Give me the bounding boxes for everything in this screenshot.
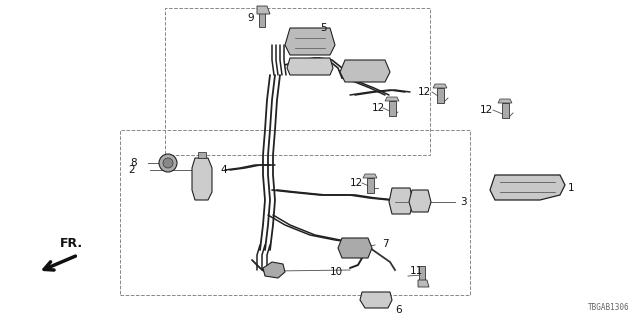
Bar xyxy=(419,266,425,280)
Text: TBGAB1306: TBGAB1306 xyxy=(588,303,630,312)
Polygon shape xyxy=(198,152,206,158)
Bar xyxy=(120,130,470,295)
Polygon shape xyxy=(360,292,392,308)
Text: 9: 9 xyxy=(247,13,253,23)
Bar xyxy=(502,102,509,117)
Text: 1: 1 xyxy=(568,183,575,193)
Circle shape xyxy=(159,154,177,172)
Text: 11: 11 xyxy=(410,266,423,276)
Polygon shape xyxy=(409,190,431,212)
Bar xyxy=(388,100,396,116)
Polygon shape xyxy=(257,6,270,14)
Polygon shape xyxy=(385,97,399,101)
Circle shape xyxy=(163,158,173,168)
Polygon shape xyxy=(263,262,285,278)
Polygon shape xyxy=(287,58,333,75)
Polygon shape xyxy=(363,174,377,178)
Text: 2: 2 xyxy=(128,165,134,175)
Text: FR.: FR. xyxy=(60,237,83,250)
Polygon shape xyxy=(192,158,212,200)
Text: 6: 6 xyxy=(395,305,402,315)
Polygon shape xyxy=(418,280,429,287)
Bar xyxy=(436,87,444,102)
Polygon shape xyxy=(498,99,512,103)
Bar xyxy=(165,8,430,155)
Text: 8: 8 xyxy=(130,158,136,168)
Bar xyxy=(367,178,374,193)
Polygon shape xyxy=(490,175,565,200)
Text: 12: 12 xyxy=(418,87,431,97)
Polygon shape xyxy=(389,188,413,214)
Polygon shape xyxy=(285,28,335,55)
Text: 7: 7 xyxy=(382,239,388,249)
Polygon shape xyxy=(340,60,390,82)
Text: 12: 12 xyxy=(480,105,493,115)
Text: 3: 3 xyxy=(460,197,467,207)
Text: 10: 10 xyxy=(330,267,343,277)
Bar xyxy=(259,13,265,27)
Text: 4: 4 xyxy=(220,165,227,175)
Text: 5: 5 xyxy=(320,23,326,33)
Text: 12: 12 xyxy=(372,103,385,113)
Polygon shape xyxy=(433,84,447,88)
Polygon shape xyxy=(338,238,372,258)
Text: 12: 12 xyxy=(350,178,364,188)
